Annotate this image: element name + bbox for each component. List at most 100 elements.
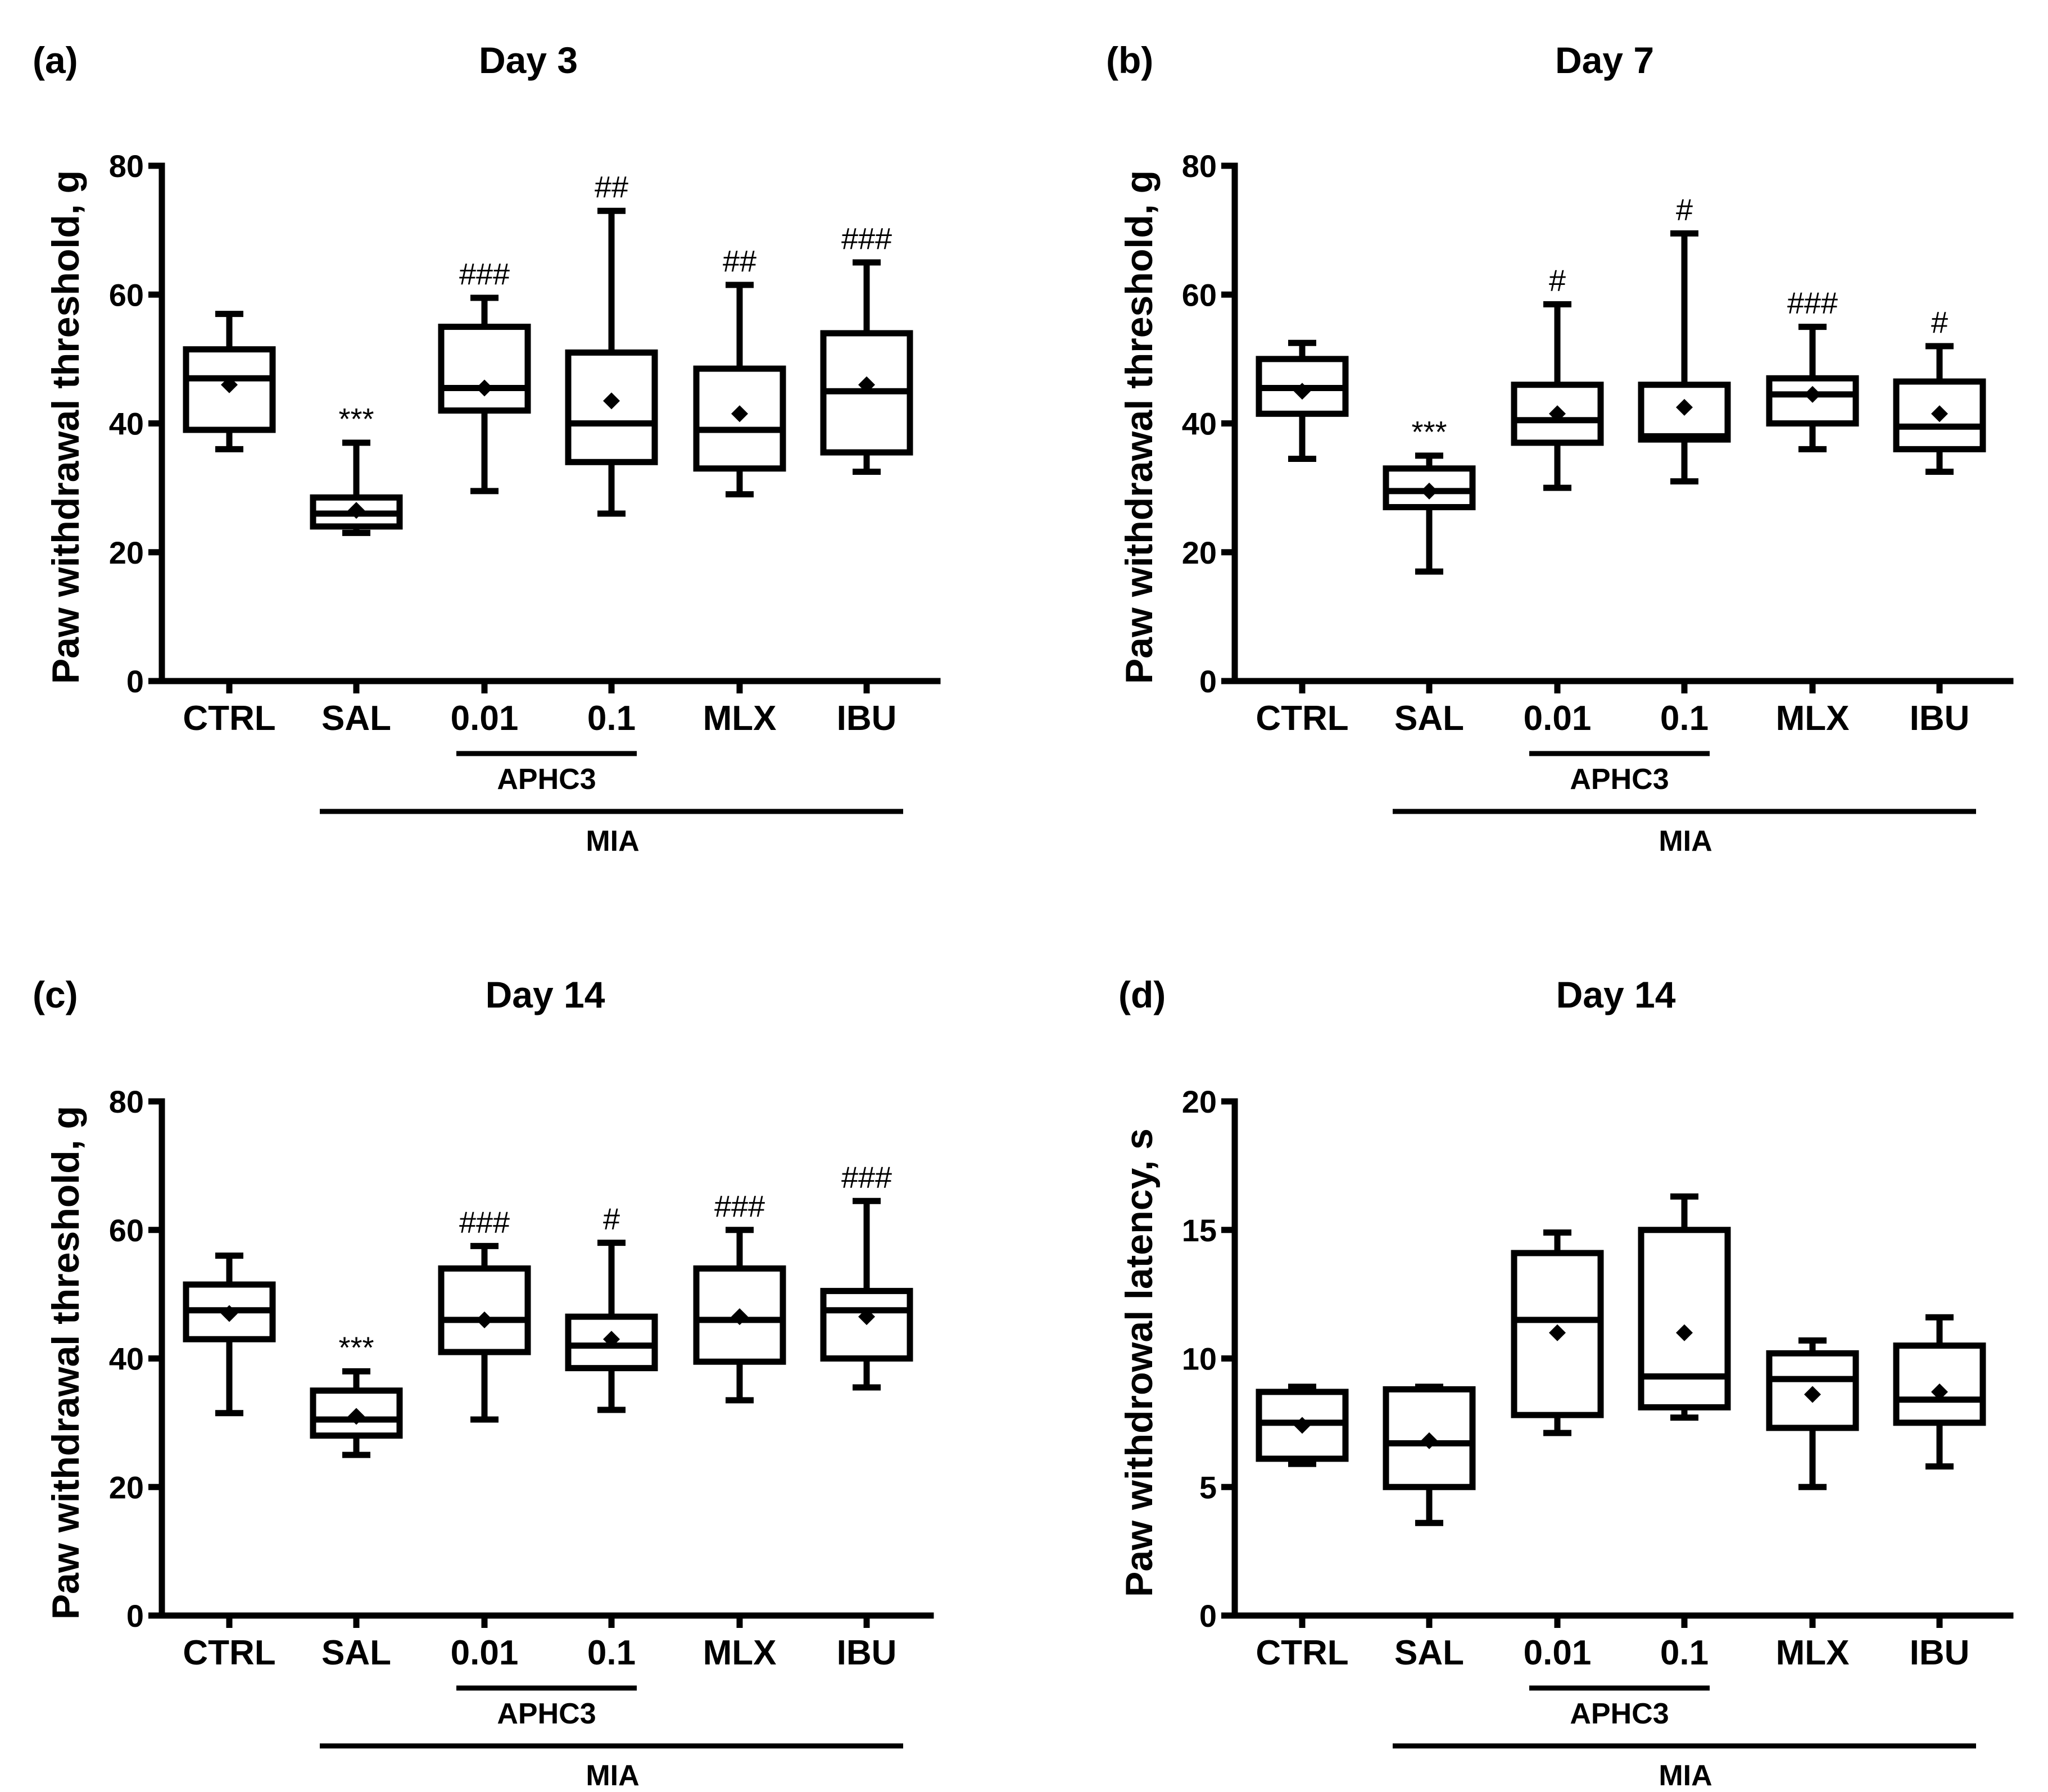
x-tick-label-mlx: MLX [703,1634,777,1672]
box-plot-0-1 [565,207,658,517]
y-tick-label: 20 [1182,535,1217,570]
x-tick-label-aphc3-0-1: 0.1 [1660,1634,1709,1672]
y-tick-label: 80 [1182,148,1217,184]
mean-marker [476,1311,493,1328]
panel-title: Day 3 [479,39,578,81]
panel-b: (b) Day 7 Paw withdrawal threshold, g 0 … [1106,39,2014,858]
y-tick-label: 0 [126,664,144,699]
y-tick-label: 20 [1182,1084,1217,1119]
y-tick-label: 80 [109,148,144,184]
iqr-box [565,1313,658,1372]
box-plot-mlx [1766,324,1859,452]
x-tick-label-ibu: IBU [837,1634,897,1672]
y-tick-label: 40 [1182,406,1217,442]
panel-title: Day 7 [1555,39,1654,81]
y-tick-labels: 0 20 40 60 80 [109,148,144,699]
y-tick-label: 15 [1182,1213,1217,1248]
y-tick-labels: 0 5 10 15 20 [1182,1084,1217,1634]
x-tick-label-ibu: IBU [1910,699,1970,738]
box-marks [148,1098,934,1749]
iqr-box [438,324,531,414]
y-tick-label: 60 [109,1213,144,1248]
significance-marker: ### [459,1205,510,1239]
box-plot-0-01 [1511,301,1604,491]
x-tick-label-aphc3-0-1: 0.1 [1660,699,1709,738]
mean-marker [731,1308,748,1326]
x-tick-label-sal: SAL [1394,1634,1464,1672]
y-tick-labels: 0 20 40 60 80 [109,1084,144,1634]
significance-marker: # [603,1203,620,1236]
y-tick-label: 0 [1199,1598,1217,1634]
box-plot-mlx [693,282,786,498]
significance-markers: *** # # ### # [1411,193,1948,448]
y-axis-label: Paw withdrawal threshold, g [44,170,87,684]
box-marks [1221,162,2014,814]
y-tick-label: 10 [1182,1341,1217,1377]
box-plot-ctrl [1256,339,1349,462]
significance-markers: *** ### ## ## ### [338,170,892,436]
group-label-aphc3: APHC3 [497,1698,596,1730]
box-plot-0-01 [438,294,531,494]
panel-letter: (c) [33,974,78,1015]
y-tick-label: 60 [1182,277,1217,312]
y-tick-label: 20 [109,1469,144,1505]
group-label-aphc3: APHC3 [1570,763,1669,796]
y-axis-label: Paw withdrawal threshold, g [44,1106,87,1619]
box-plot-ibu [820,1197,913,1391]
x-tick-label-aphc3-0-01: 0.01 [451,699,519,738]
box-plot-0-01 [438,1242,531,1423]
box-plot-0-1 [1638,230,1731,485]
panel-d: (d) Day 14 Paw withdrowal latency, s 0 5… [1118,974,2014,1792]
x-tick-label-aphc3-0-1: 0.1 [587,1634,636,1672]
box-plot-ibu [1893,343,1986,475]
x-tick-label-aphc3-0-1: 0.1 [587,699,636,738]
y-tick-label: 5 [1199,1469,1217,1505]
group-label-aphc3: APHC3 [1570,1698,1669,1730]
panel-letter: (d) [1118,974,1166,1015]
mean-marker [1804,385,1821,403]
group-label-mia: MIA [1659,1759,1712,1792]
box-plot-ibu [820,259,913,475]
y-tick-label: 60 [109,277,144,312]
mean-marker [476,379,493,397]
y-tick-label: 80 [109,1084,144,1119]
significance-marker: # [1549,264,1566,297]
box-plot-0-01 [1511,1229,1604,1436]
x-tick-labels: CTRL SAL 0.01 0.1 MLX IBU [1256,1634,1969,1672]
x-tick-label-ctrl: CTRL [1256,1634,1348,1672]
mean-marker [1804,1386,1821,1403]
y-axis-label: Paw withdrowal latency, s [1118,1128,1161,1597]
group-label-mia: MIA [586,1759,639,1792]
significance-marker: ### [1787,287,1838,320]
x-tick-labels: CTRL SAL 0.01 0.1 MLX IBU [183,1634,896,1672]
y-tick-label: 20 [109,535,144,570]
significance-marker: *** [338,1331,374,1364]
x-tick-label-ctrl: CTRL [183,1634,275,1672]
group-label-aphc3: APHC3 [497,763,596,796]
mean-marker [221,376,238,393]
panel-letter: (a) [33,39,78,81]
mean-marker [1294,1417,1311,1434]
x-tick-label-sal: SAL [321,699,391,738]
x-tick-label-aphc3-0-01: 0.01 [1524,699,1592,738]
significance-markers: *** ### # ### ### [338,1160,892,1364]
mean-marker [858,376,875,393]
box-plot-mlx [693,1227,786,1404]
significance-marker: ### [841,1160,892,1194]
mean-marker [1676,398,1693,416]
mean-marker [1549,1324,1566,1341]
mean-marker [221,1305,238,1322]
significance-marker: ### [459,257,510,291]
panel-a: (a) Day 3 Paw withdrawal threshold, g 0 … [33,39,941,858]
y-tick-label: 40 [109,406,144,442]
mean-marker [1549,405,1566,423]
mean-marker [1421,482,1438,500]
x-tick-label-aphc3-0-01: 0.01 [1524,1634,1592,1672]
box-plot-0-1 [1638,1193,1731,1421]
iqr-box [693,365,786,472]
mean-marker [348,1408,365,1425]
box-plot-sal [1383,1383,1476,1526]
y-tick-label: 40 [109,1341,144,1377]
x-tick-label-ibu: IBU [1910,1634,1970,1672]
box-plot-ctrl [183,1253,276,1417]
